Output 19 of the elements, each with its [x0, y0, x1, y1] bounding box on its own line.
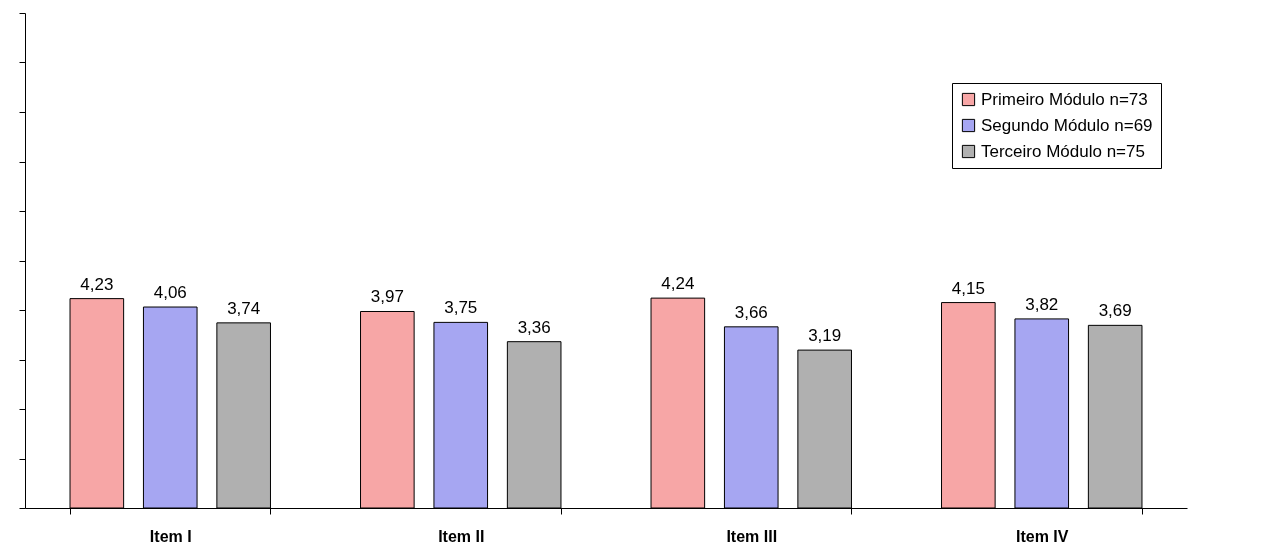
- data-label: 3,36: [517, 317, 551, 337]
- data-label: 4,15: [951, 278, 985, 298]
- data-label: 3,82: [1025, 294, 1059, 314]
- x-tick-label: Item I: [149, 527, 192, 545]
- legend-label: Segundo Módulo n=69: [981, 115, 1153, 135]
- data-label: 4,06: [153, 283, 187, 303]
- data-label: 3,97: [370, 287, 404, 307]
- legend-label: Terceiro Módulo n=75: [981, 141, 1145, 161]
- x-tick-label: Item II: [438, 527, 485, 545]
- data-label: 3,66: [734, 302, 768, 322]
- data-label: 3,75: [444, 298, 478, 318]
- data-label: 3,74: [227, 298, 261, 318]
- data-label: 4,23: [80, 274, 114, 294]
- x-tick-label: Item IV: [1016, 527, 1069, 545]
- data-label: 3,69: [1098, 301, 1132, 321]
- legend-label: Primeiro Módulo n=73: [981, 89, 1148, 109]
- data-label: 4,24: [661, 274, 695, 294]
- x-tick-label: Item III: [726, 527, 778, 545]
- data-label: 3,19: [808, 326, 842, 346]
